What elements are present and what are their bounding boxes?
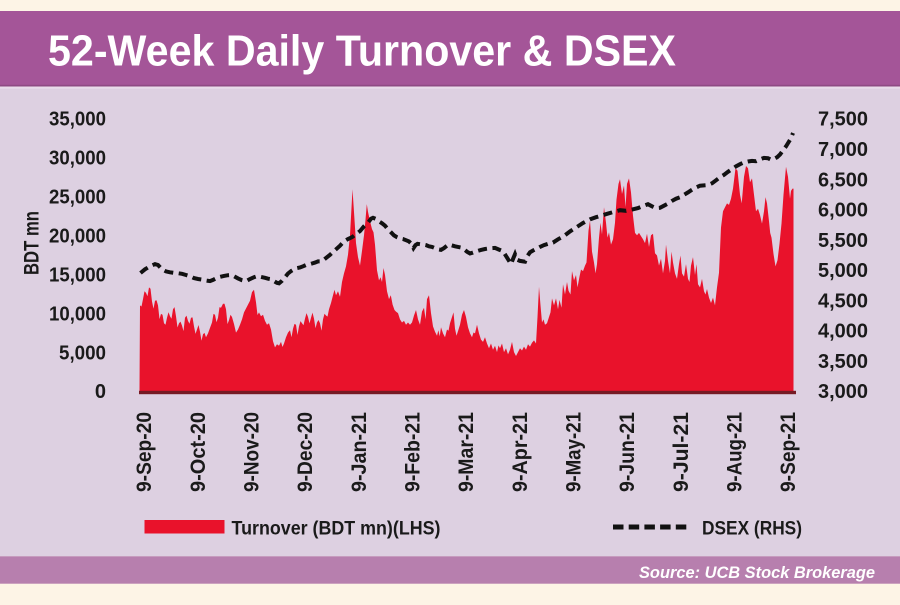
svg-text:9-Apr-21: 9-Apr-21 <box>509 412 532 492</box>
svg-text:6,500: 6,500 <box>818 169 868 191</box>
svg-text:52-Week Daily Turnover & DSEX: 52-Week Daily Turnover & DSEX <box>48 27 676 76</box>
svg-text:DSEX (RHS): DSEX (RHS) <box>702 519 802 540</box>
svg-text:0: 0 <box>95 381 106 403</box>
svg-text:9-Dec-20: 9-Dec-20 <box>294 412 317 492</box>
svg-text:5,000: 5,000 <box>818 260 868 282</box>
svg-text:4,000: 4,000 <box>818 321 868 343</box>
svg-text:9-Feb-21: 9-Feb-21 <box>402 412 425 492</box>
svg-text:10,000: 10,000 <box>49 303 106 325</box>
svg-text:9-May-21: 9-May-21 <box>563 412 586 492</box>
svg-text:4,500: 4,500 <box>818 290 868 312</box>
svg-text:9-Oct-20: 9-Oct-20 <box>187 412 210 492</box>
svg-text:9-Jan-21: 9-Jan-21 <box>348 412 371 492</box>
svg-text:9-Jun-21: 9-Jun-21 <box>616 412 639 492</box>
svg-text:5,000: 5,000 <box>59 342 106 364</box>
svg-text:Turnover (BDT mn)(LHS): Turnover (BDT mn)(LHS) <box>232 519 441 540</box>
svg-text:9-Sep-20: 9-Sep-20 <box>133 412 156 492</box>
svg-text:9-Nov-20: 9-Nov-20 <box>241 412 264 492</box>
svg-text:3,500: 3,500 <box>818 351 868 373</box>
svg-text:20,000: 20,000 <box>49 226 106 248</box>
svg-text:6,000: 6,000 <box>818 200 868 222</box>
svg-text:5,500: 5,500 <box>818 230 868 252</box>
svg-text:15,000: 15,000 <box>49 264 106 286</box>
svg-text:30,000: 30,000 <box>49 148 106 170</box>
svg-text:BDT mn: BDT mn <box>21 211 44 275</box>
svg-text:9-Aug-21: 9-Aug-21 <box>724 412 747 492</box>
svg-text:7,000: 7,000 <box>818 139 868 161</box>
svg-text:3,000: 3,000 <box>818 381 868 403</box>
svg-text:35,000: 35,000 <box>49 109 106 131</box>
svg-text:Source: UCB Stock Brokerage: Source: UCB Stock Brokerage <box>639 564 875 582</box>
svg-text:25,000: 25,000 <box>49 187 106 209</box>
svg-text:9-Sep-21: 9-Sep-21 <box>777 412 800 492</box>
svg-text:9-Mar-21: 9-Mar-21 <box>455 412 478 492</box>
svg-text:9-Jul-21: 9-Jul-21 <box>670 412 693 492</box>
svg-text:7,500: 7,500 <box>818 109 868 131</box>
